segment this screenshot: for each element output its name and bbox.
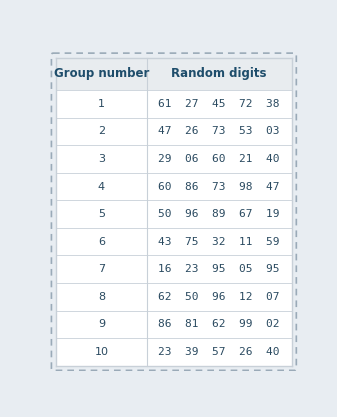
Bar (56, 58, 292, 90)
Text: Random digits: Random digits (172, 68, 267, 80)
FancyBboxPatch shape (52, 53, 296, 370)
Text: 16  23  95  05  95: 16 23 95 05 95 (158, 264, 280, 274)
Text: 1: 1 (98, 99, 105, 109)
Text: 7: 7 (98, 264, 105, 274)
Text: 4: 4 (98, 181, 105, 191)
Text: 62  50  96  12  07: 62 50 96 12 07 (158, 292, 280, 302)
Text: 29  06  60  21  40: 29 06 60 21 40 (158, 154, 280, 164)
Text: 10: 10 (94, 347, 109, 357)
Text: 3: 3 (98, 154, 105, 164)
Text: Group number: Group number (54, 68, 149, 80)
Text: 43  75  32  11  59: 43 75 32 11 59 (158, 237, 280, 247)
Text: 23  39  57  26  40: 23 39 57 26 40 (158, 347, 280, 357)
Text: 60  86  73  98  47: 60 86 73 98 47 (158, 181, 280, 191)
Text: 61  27  45  72  38: 61 27 45 72 38 (158, 99, 280, 109)
Text: 5: 5 (98, 209, 105, 219)
Text: 6: 6 (98, 237, 105, 247)
Text: 8: 8 (98, 292, 105, 302)
Text: 9: 9 (98, 319, 105, 329)
Text: 47  26  73  53  03: 47 26 73 53 03 (158, 126, 280, 136)
Text: 50  96  89  67  19: 50 96 89 67 19 (158, 209, 280, 219)
Text: 2: 2 (98, 126, 105, 136)
Text: 86  81  62  99  02: 86 81 62 99 02 (158, 319, 280, 329)
